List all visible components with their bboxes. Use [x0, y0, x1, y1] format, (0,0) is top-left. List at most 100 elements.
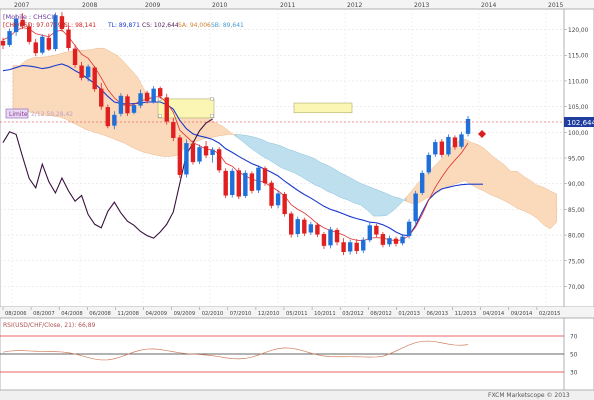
candle-bullish [256, 167, 261, 191]
year-label: 2015 [548, 2, 563, 9]
candle-bearish [79, 65, 84, 78]
candle-bearish [59, 16, 65, 30]
candle-bullish [197, 147, 202, 162]
date-axis-area [0, 307, 594, 318]
candle-bullish [465, 118, 471, 134]
date-label: 04/2008 [61, 311, 83, 317]
candle-bearish [144, 92, 150, 101]
candle-bearish [321, 234, 327, 246]
year-label: 2008 [82, 2, 97, 9]
price-tick-label: 75,00 [568, 259, 585, 265]
candle-bullish [433, 142, 438, 155]
candle-bullish [243, 172, 248, 197]
candle-bearish [380, 234, 386, 245]
candle-bearish [92, 67, 97, 90]
candle-bullish [85, 66, 91, 78]
candle-bearish [158, 88, 163, 97]
candle-bullish [230, 170, 235, 195]
candle-bullish [426, 154, 431, 173]
current-price-label: 102,644 [567, 119, 594, 127]
date-label: 07/2010 [230, 311, 252, 317]
candle-bearish [72, 48, 78, 66]
date-label: 06/2013 [427, 311, 449, 317]
rsi-axis-area [563, 317, 594, 391]
candle-bearish [315, 224, 320, 235]
candle-bearish [354, 242, 359, 251]
year-label: 2013 [414, 2, 429, 9]
candle-bearish [203, 146, 209, 156]
candle-bullish [400, 236, 405, 244]
price-tick-label: 80,00 [568, 234, 585, 240]
candle-bearish [282, 193, 287, 215]
candle-bullish [295, 219, 300, 235]
candle-bearish [269, 182, 274, 206]
candle-bearish [171, 122, 176, 138]
sl-value: SL: 98,141 [64, 22, 96, 29]
candle-bullish [361, 239, 366, 251]
price-tick-label: 100,00 [568, 131, 589, 137]
price-tick-label: 115,00 [568, 54, 589, 60]
candle-bullish [406, 221, 412, 237]
annotation-label: Limite [9, 111, 28, 118]
cs-value: CS: 102,644 [142, 22, 179, 29]
candle-bullish [40, 36, 45, 53]
candle-bearish [302, 219, 307, 234]
candle-bullish [347, 242, 353, 252]
date-label: 02/2015 [539, 311, 561, 317]
candle-bullish [131, 105, 137, 113]
year-label: 2012 [347, 2, 362, 9]
annotation-boxes [157, 97, 353, 119]
date-label: 12/2010 [258, 311, 280, 317]
price-tick-label: 95,00 [568, 157, 585, 163]
indicator-label: [CHF/USD: 97.07] 93. [3, 22, 67, 29]
year-label: 2011 [280, 2, 295, 9]
year-label: 2010 [212, 2, 227, 9]
candle-bearish [27, 26, 32, 42]
date-label: 04/2009 [146, 311, 168, 317]
candle-bearish [223, 170, 228, 196]
date-label: 09/2014 [511, 311, 533, 317]
candle-bullish [459, 134, 464, 147]
candle-bearish [289, 213, 294, 235]
handle-icon [158, 114, 162, 118]
date-label: 08/2006 [5, 311, 27, 317]
candle-bearish [33, 42, 38, 54]
date-label: 08/2007 [33, 311, 55, 317]
candle-bearish [393, 238, 399, 244]
annotation-detail: 2/12 59,28,42 [31, 111, 73, 118]
candle-bullish [367, 225, 372, 241]
candle-bullish [420, 172, 425, 193]
date-label: 11/2013 [455, 311, 477, 317]
candle-bullish [7, 31, 12, 45]
date-label: 04/2014 [483, 311, 505, 317]
rsi-level-30-label: 30 [570, 371, 578, 377]
candle-bearish [374, 225, 379, 235]
chikou-span-line [2, 118, 213, 239]
sa-value: SA: 94,006 [178, 22, 211, 29]
handle-icon [210, 97, 214, 101]
candle-bullish [275, 193, 281, 206]
candle-bullish [112, 114, 117, 126]
candle-bullish [387, 238, 392, 245]
handle-icon [210, 114, 214, 118]
candle-bearish [99, 88, 104, 107]
candle-bearish [249, 173, 255, 191]
highlight-zone [157, 98, 215, 119]
candle-bearish [216, 149, 222, 171]
candle-bearish [125, 96, 130, 114]
current-price-tag [564, 117, 594, 127]
date-label: 05/2011 [286, 311, 308, 317]
rsi-level-70-label: 70 [570, 335, 578, 341]
date-label: 06/2008 [89, 311, 111, 317]
candle-bullish [138, 93, 143, 106]
candle-bullish [328, 229, 333, 246]
rsi-line [2, 340, 469, 361]
tl-value: TL: 89,871 [107, 22, 140, 29]
candle-bullish [446, 136, 451, 155]
footer-credit: FXCM Marketscope © 2013 [488, 392, 570, 399]
candle-bearish [66, 29, 71, 49]
candle-bearish [164, 97, 169, 122]
year-bar [0, 0, 594, 9]
year-label: 2009 [145, 2, 160, 9]
rsi-indicator: 70 50 30 [0, 335, 578, 377]
